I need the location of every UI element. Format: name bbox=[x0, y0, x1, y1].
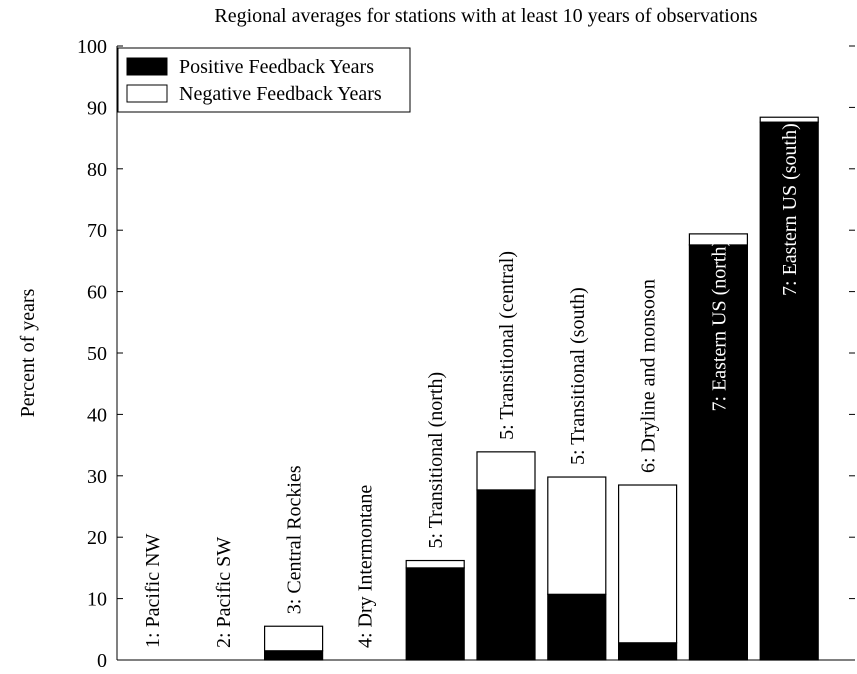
category-label: 7: Eastern US (north) bbox=[708, 240, 730, 412]
y-tick-label: 60 bbox=[87, 282, 107, 304]
bar-segment bbox=[759, 121, 819, 661]
bar-segment bbox=[617, 484, 678, 644]
category-label: 5: Transitional (south) bbox=[567, 287, 589, 465]
y-tick-label: 70 bbox=[87, 220, 107, 242]
category-label: 1: Pacific NW bbox=[142, 533, 164, 648]
bar-segment bbox=[264, 625, 324, 652]
y-tick-label: 10 bbox=[87, 589, 107, 611]
legend-swatch bbox=[126, 57, 168, 76]
y-axis-label: Percent of years bbox=[17, 288, 39, 417]
category-label: 5: Transitional (central) bbox=[496, 251, 518, 440]
y-tick-label: 80 bbox=[87, 159, 107, 181]
y-tick-label: 20 bbox=[87, 527, 107, 549]
legend-label: Positive Feedback Years bbox=[179, 56, 374, 78]
bar-segment bbox=[405, 567, 465, 661]
chart-title: Regional averages for stations with at l… bbox=[214, 5, 757, 27]
bar-segment bbox=[688, 233, 749, 246]
category-label: 6: Dryline and monsoon bbox=[638, 279, 660, 473]
bar-segment bbox=[476, 451, 536, 491]
legend-label: Negative Feedback Years bbox=[179, 83, 382, 105]
bar-segment bbox=[264, 650, 324, 661]
y-tick-label: 90 bbox=[87, 97, 107, 119]
bar-segment bbox=[405, 559, 465, 569]
y-tick-label: 50 bbox=[87, 343, 107, 365]
bar-segment bbox=[617, 642, 678, 661]
y-tick-label: 40 bbox=[87, 404, 107, 426]
legend-swatch bbox=[126, 84, 168, 103]
bar-segment bbox=[476, 489, 536, 661]
category-label: 3: Central Rockies bbox=[284, 465, 306, 614]
bar-segment bbox=[547, 476, 607, 595]
bar-segment bbox=[759, 116, 819, 123]
bar-segment bbox=[547, 593, 607, 661]
category-label: 5: Transitional (north) bbox=[425, 372, 447, 549]
category-label: 7: Eastern US (south) bbox=[779, 123, 801, 296]
y-tick-label: 30 bbox=[87, 466, 107, 488]
y-tick-label: 0 bbox=[97, 650, 107, 669]
category-label: 4: Dry Intermontane bbox=[354, 485, 376, 648]
category-label: 2: Pacific SW bbox=[213, 537, 235, 648]
y-tick-label: 100 bbox=[77, 36, 107, 58]
